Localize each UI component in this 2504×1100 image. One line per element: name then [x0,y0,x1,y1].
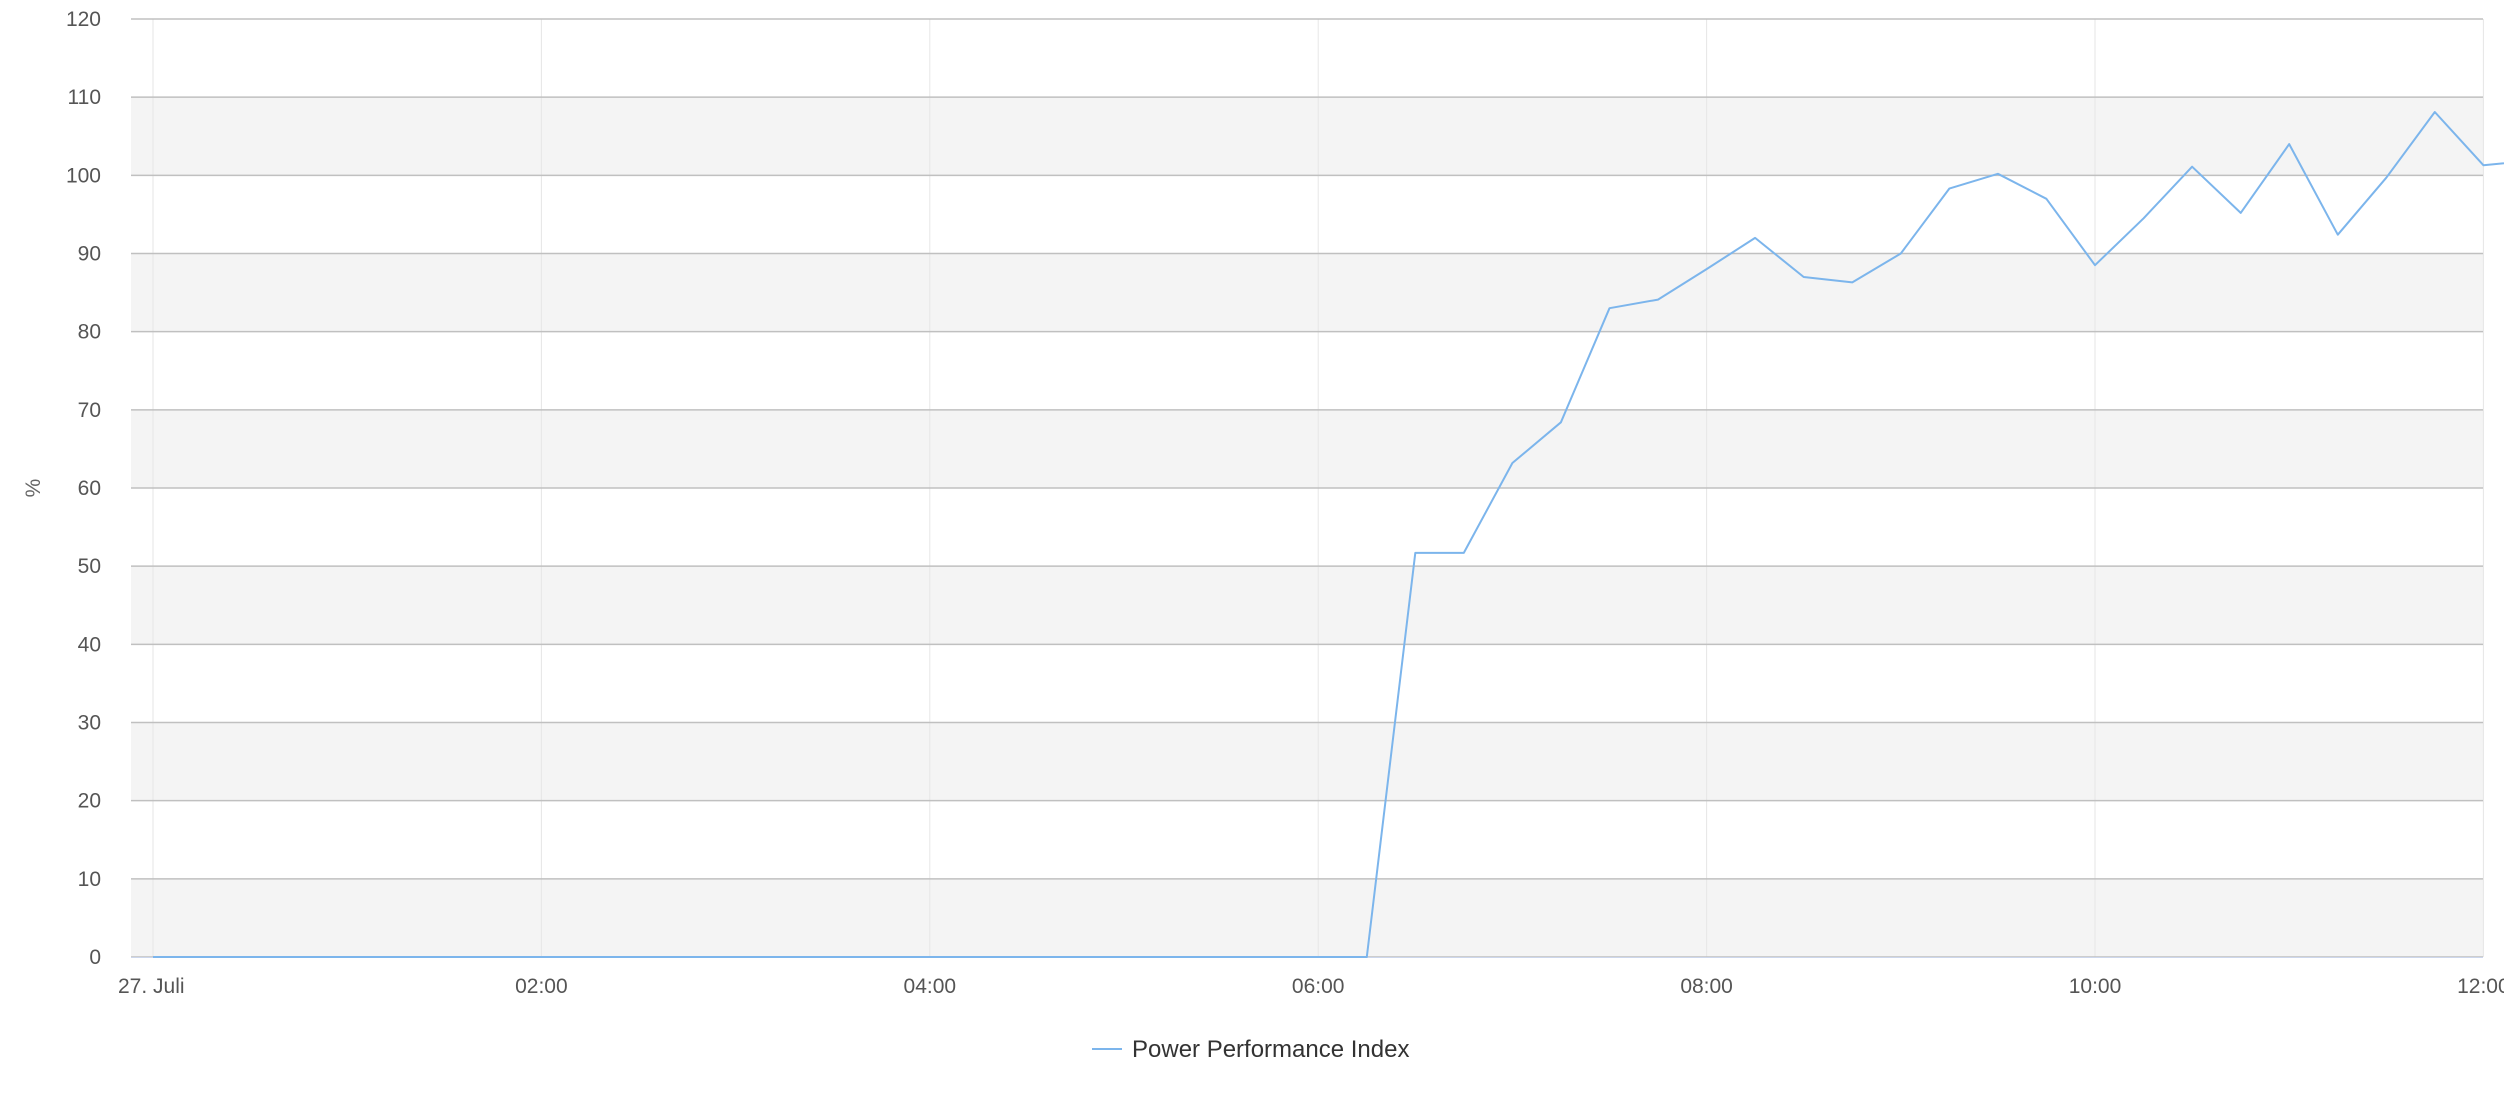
plot-band [131,566,2483,645]
y-tick-label: 30 [78,712,101,735]
plot-bands [131,97,2483,957]
horizontal-grid [131,18,2483,958]
y-tick-label: 120 [66,8,101,31]
x-tick-label: 04:00 [904,975,957,998]
y-tick-label: 60 [78,477,101,500]
y-tick-label: 110 [68,86,101,109]
plot-band [131,97,2483,176]
plot-band [131,878,2483,957]
x-axis-tick-labels: 27. Juli02:0004:0006:0008:0010:0012:0014… [118,975,2504,998]
x-tick-label: 06:00 [1292,975,1345,998]
plot-band [131,253,2483,332]
y-tick-label: 40 [78,633,101,656]
plot-band [131,722,2483,801]
x-tick-label: 27. Juli [118,975,185,998]
series-line [153,111,2504,958]
plot-band [131,409,2483,488]
y-axis-title: % [22,479,45,498]
y-tick-label: 50 [78,555,101,578]
x-tick-label: 10:00 [2069,975,2122,998]
series-layer [153,111,2504,958]
legend-label[interactable]: Power Performance Index [1132,1036,1409,1063]
x-tick-label: 08:00 [1680,975,1733,998]
y-tick-label: 20 [78,790,101,813]
y-tick-label: 100 [66,164,101,187]
y-tick-label: 10 [78,868,101,891]
legend[interactable]: Power Performance Index [1092,1036,1409,1063]
y-tick-label: 70 [78,399,101,422]
y-tick-label: 0 [89,946,101,969]
y-tick-label: 80 [78,321,101,344]
y-axis-tick-labels: 0 10 20 30 40 50 60 70 80 90 100 110 120 [66,8,101,969]
x-tick-label: 02:00 [515,975,568,998]
x-tick-label: 12:00 [2457,975,2504,998]
y-tick-label: 90 [78,243,101,266]
